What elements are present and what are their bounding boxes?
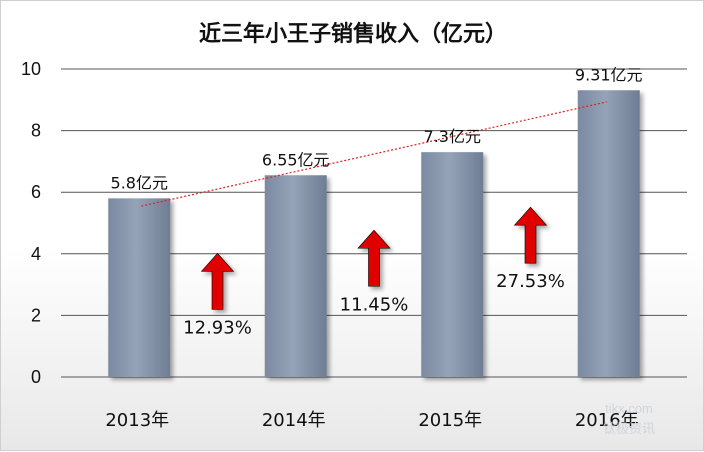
y-tick-label: 10 — [21, 59, 41, 79]
y-tick-label: 4 — [31, 244, 41, 264]
bar-0 — [108, 198, 171, 377]
growth-label: 12.93% — [183, 317, 252, 338]
watermark: tikx.com 钛极资讯 — [603, 401, 655, 436]
watermark-domain: tikx.com — [605, 401, 653, 416]
bar-2 — [421, 152, 484, 377]
y-tick-label: 2 — [31, 305, 41, 325]
category-label: 2014年 — [262, 410, 326, 431]
y-tick-label: 0 — [31, 367, 41, 387]
category-labels: 2013年 2014年 2015年 2016年 — [105, 410, 638, 431]
category-label: 2013年 — [105, 410, 169, 431]
value-labels: 5.8亿元 6.55亿元 7.3亿元 9.31亿元 — [111, 65, 643, 192]
growth-arrows: 12.93% 11.45% 27.53% — [183, 206, 565, 338]
value-label: 9.31亿元 — [575, 65, 643, 84]
value-label: 6.55亿元 — [262, 150, 330, 169]
y-tick-label: 6 — [31, 182, 41, 202]
trendline — [141, 101, 607, 207]
category-label: 2015年 — [418, 410, 482, 431]
value-label: 5.8亿元 — [111, 173, 168, 192]
growth-arrow-2 — [513, 206, 548, 264]
bar-3 — [577, 90, 640, 377]
trendline-line — [141, 101, 607, 207]
bars — [108, 90, 640, 377]
growth-label: 27.53% — [496, 271, 565, 292]
growth-arrow-0 — [200, 252, 235, 310]
bar-1 — [264, 175, 327, 377]
y-tick-labels: 0 2 4 6 8 10 — [21, 59, 41, 387]
growth-label: 11.45% — [340, 294, 409, 315]
value-label: 7.3亿元 — [424, 127, 481, 146]
growth-arrow-1 — [357, 229, 391, 287]
watermark-brand: 钛极资讯 — [603, 421, 655, 436]
chart-title: 近三年小王子销售收入（亿元） — [199, 21, 507, 47]
y-tick-label: 8 — [31, 121, 41, 141]
category-label: 2016年 — [575, 410, 639, 431]
